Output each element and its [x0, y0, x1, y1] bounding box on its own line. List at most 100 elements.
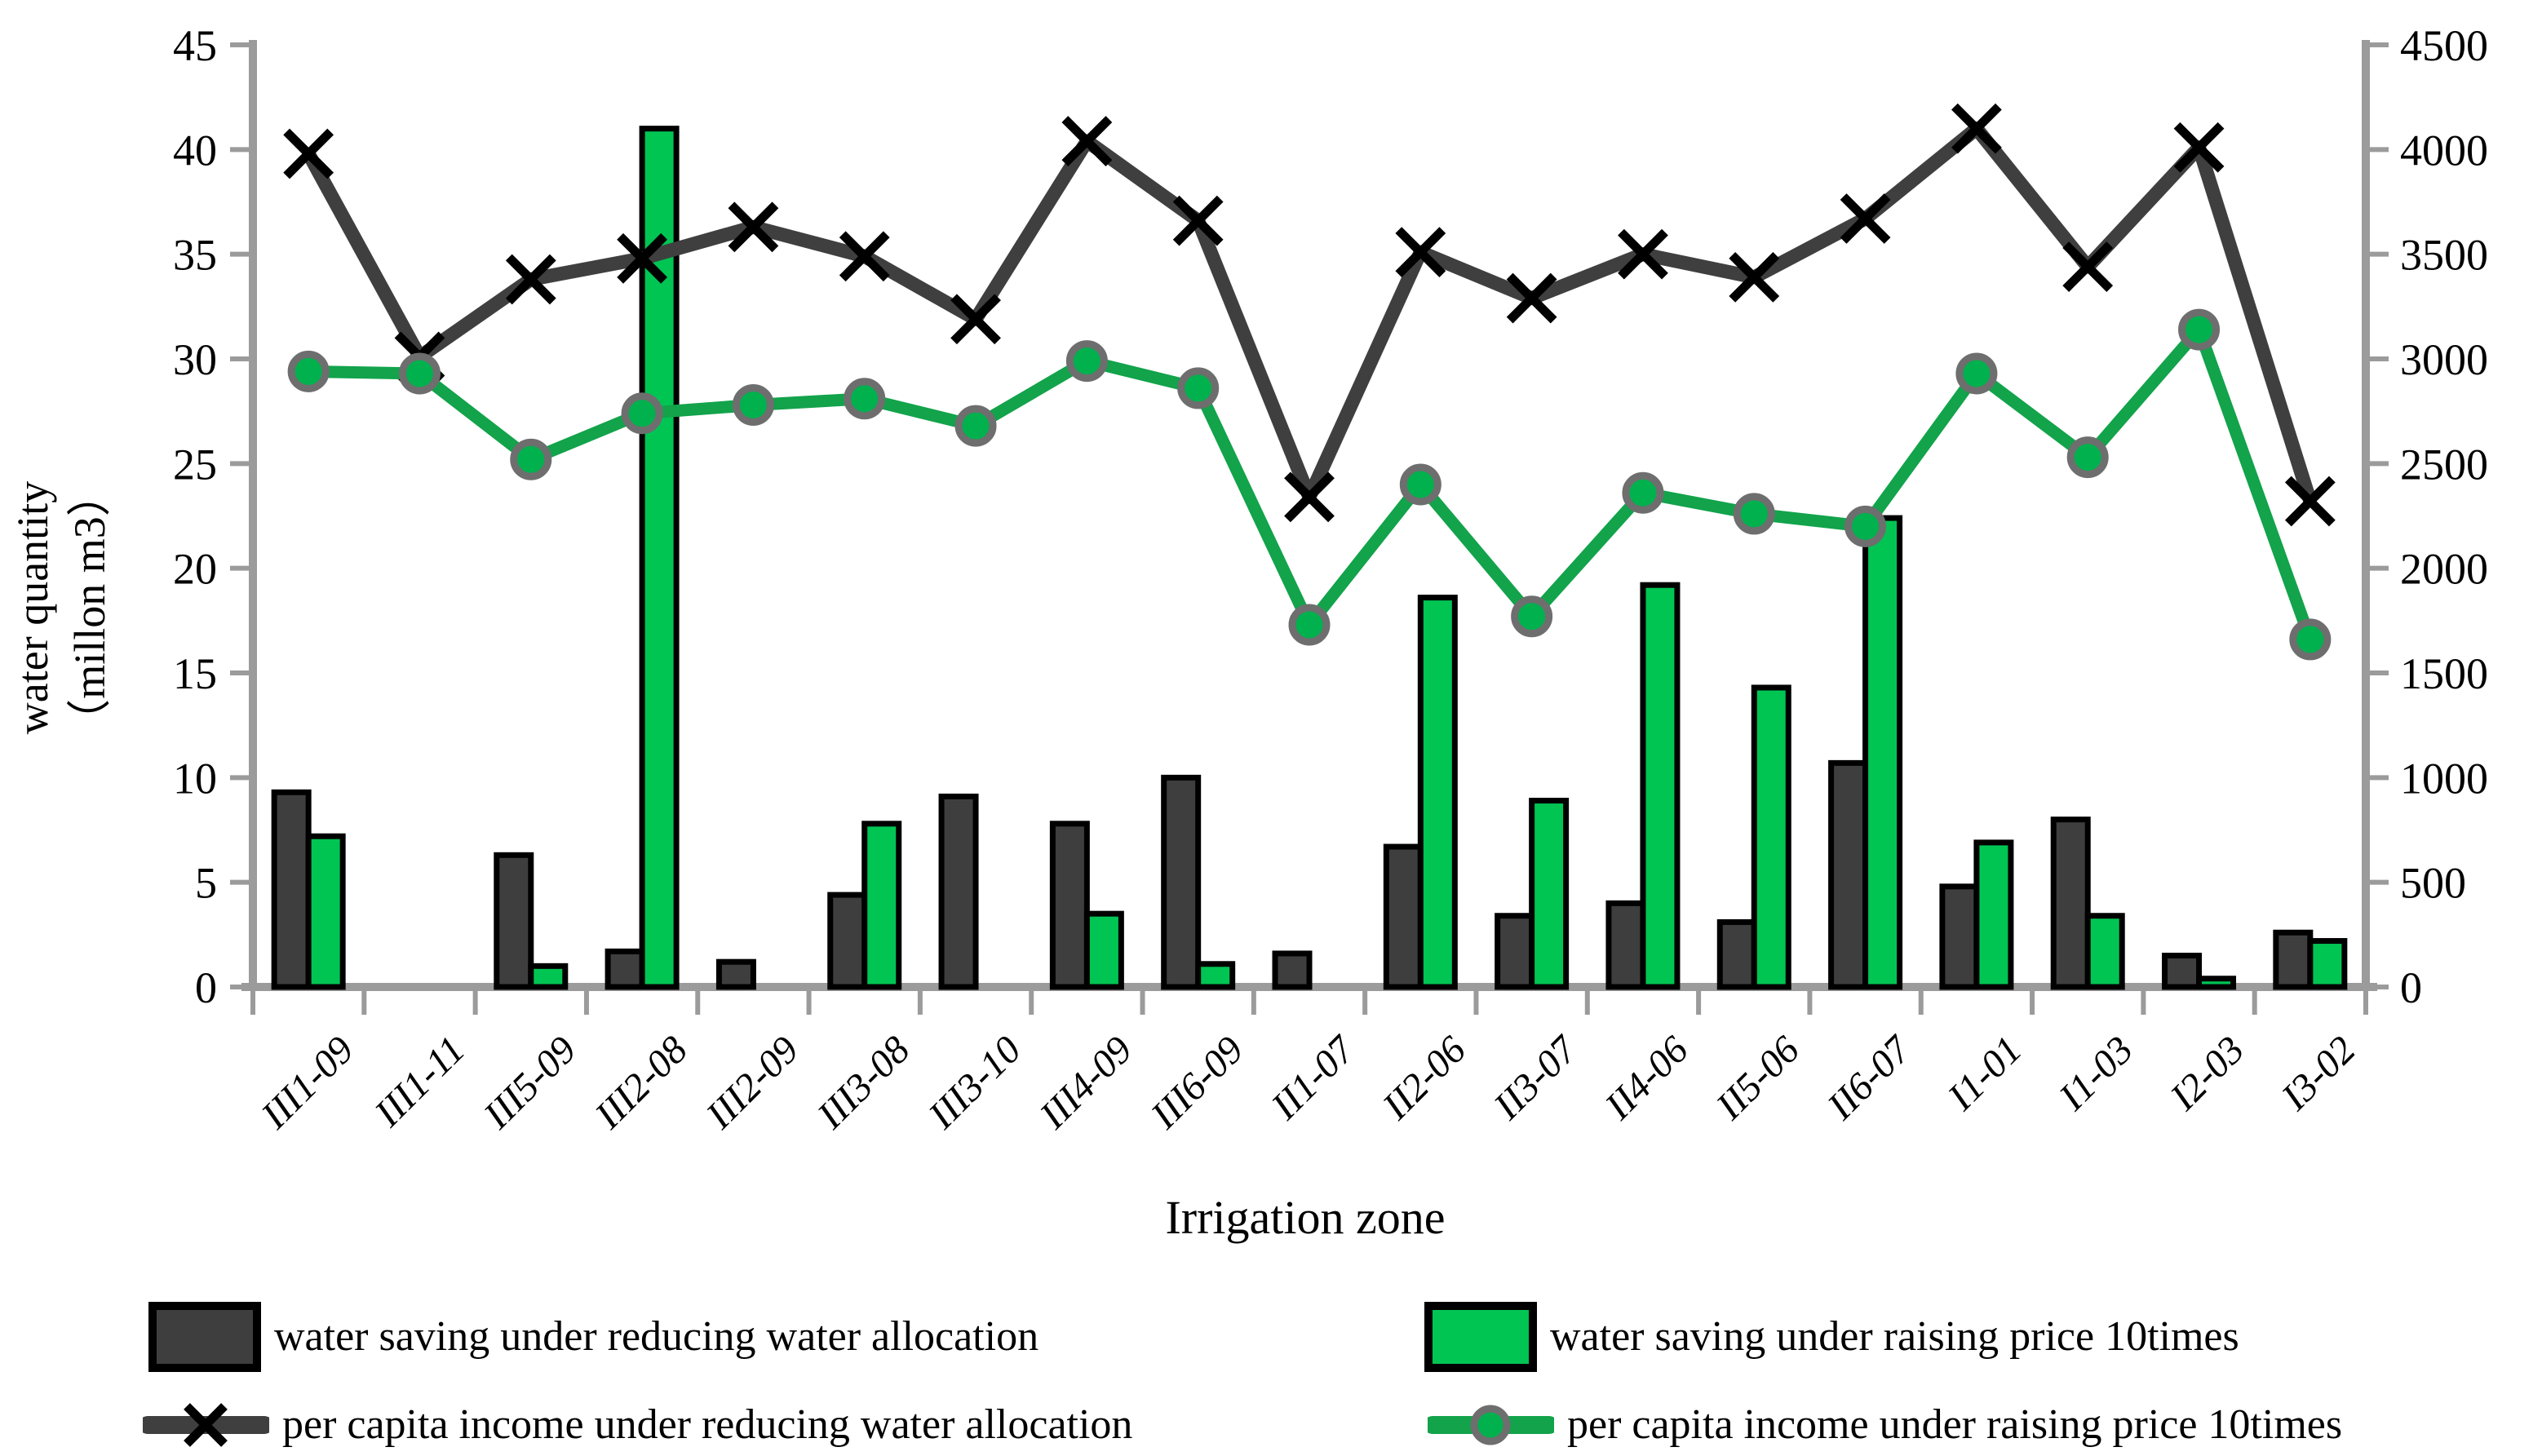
x-marker-III6-09: [1172, 195, 1224, 246]
bar-dark-III3-08: [827, 892, 868, 990]
plot-area: 0 5 10 15 20 25 30 35 40 45 0 500 1000 1500 2000 2500 30…: [173, 21, 2488, 1138]
legend-swatch-dark-bar: [148, 1302, 261, 1372]
x-category-label-III2-09: III2-09: [698, 1028, 807, 1137]
x-marker-III1-09: [283, 128, 334, 179]
x-category-label-II3-07: II3-07: [1485, 1027, 1586, 1128]
left-axis-tick-label: 30: [173, 335, 217, 384]
bar-dark-II6-07: [1828, 759, 1869, 990]
x-marker-III3-08: [839, 231, 890, 282]
x-marker-I1-03: [2062, 241, 2114, 292]
circle-marker-III1-09: [287, 350, 330, 392]
bar-green-III4-09: [1083, 910, 1124, 990]
circle-marker-II3-07: [1511, 595, 1553, 638]
y-axis-title-line1: water quantity: [8, 481, 57, 734]
bar-green-I2-03: [2196, 976, 2237, 990]
line-series-dark: [302, 122, 2317, 504]
right-axis-tick-label: 2500: [2400, 440, 2488, 489]
bar-green-I1-01: [1973, 839, 2014, 990]
x-category-label-I1-03: I1-03: [2050, 1028, 2141, 1119]
circle-marker-III4-09: [1065, 340, 1108, 383]
bar-dark-II3-07: [1495, 913, 1535, 990]
circle-marker-III6-09: [1177, 367, 1220, 409]
x-marker-II2-06: [1395, 227, 1446, 277]
x-marker-III2-09: [728, 201, 779, 253]
x-category-label-III5-09: III5-09: [475, 1028, 584, 1137]
right-axis-tick-label: 500: [2400, 859, 2466, 908]
left-axis-tick-label: 45: [173, 21, 217, 70]
x-marker-III5-09: [505, 254, 556, 305]
left-axis-tick-label: 20: [173, 545, 217, 594]
x-marker-II5-06: [1729, 252, 1780, 303]
circle-marker-I3-02: [2289, 618, 2332, 661]
circle-marker-I1-03: [2066, 436, 2109, 479]
bar-dark-III3-10: [938, 793, 979, 990]
circle-marker-III2-08: [621, 392, 663, 435]
legend-item-income-raising: per capita income under raising price 10…: [1428, 1396, 2342, 1454]
bar-dark-II4-06: [1605, 900, 1646, 990]
circle-marker-III5-09: [510, 438, 552, 480]
right-axis-tick-label: 1000: [2400, 754, 2488, 803]
x-marker-III3-10: [950, 294, 1001, 345]
bar-green-II3-07: [1529, 798, 1570, 990]
bar-dark-I1-01: [1939, 883, 1980, 990]
x-axis-title: Irrigation zone: [1165, 1191, 1445, 1244]
circle-marker-II4-06: [1622, 471, 1664, 514]
legend-item-water-saving-reducing: water saving under reducing water alloca…: [148, 1302, 1038, 1372]
legend-label: per capita income under raising price 10…: [1567, 1401, 2343, 1448]
bar-dark-III6-09: [1161, 774, 1202, 990]
right-axis-tick-label: 3000: [2400, 335, 2488, 384]
x-category-label-II5-06: II5-06: [1707, 1028, 1808, 1128]
bar-green-III6-09: [1195, 961, 1236, 990]
x-marker-I2-03: [2173, 122, 2225, 173]
bar-green-II6-07: [1862, 515, 1903, 990]
circle-marker-III1-11: [398, 352, 441, 395]
bar-green-II2-06: [1417, 595, 1458, 990]
bar-dark-II2-06: [1383, 843, 1424, 990]
left-axis-tick-label: 5: [195, 859, 217, 908]
bar-green-II5-06: [1751, 684, 1791, 990]
bar-green-I1-03: [2084, 913, 2125, 990]
bar-green-III1-09: [305, 833, 346, 990]
legend-item-water-saving-raising: water saving under raising price 10times: [1424, 1302, 2239, 1372]
bar-green-III2-08: [639, 126, 680, 990]
x-marker-I1-01: [1951, 103, 2002, 154]
x-marker-I3-02: [2284, 476, 2336, 527]
x-marker-II6-07: [1840, 193, 1891, 244]
circle-marker-III3-10: [954, 405, 997, 447]
legend-swatch-green-line-circle-marker-icon: [1428, 1405, 1554, 1445]
circle-marker-II6-07: [1844, 505, 1887, 547]
x-category-label-III2-08: III2-08: [587, 1028, 696, 1137]
x-marker-III2-08: [617, 232, 667, 284]
right-axis-tick-label: 1500: [2400, 649, 2488, 698]
bar-green-II4-06: [1640, 582, 1681, 990]
x-category-label-III4-09: III4-09: [1031, 1028, 1140, 1137]
x-category-label-III1-11: III1-11: [365, 1028, 473, 1135]
x-category-label-II1-07: II1-07: [1263, 1027, 1364, 1128]
x-category-label-II4-06: II4-06: [1596, 1028, 1697, 1128]
bar-dark-III4-09: [1049, 821, 1090, 990]
left-axis-tick-label: 10: [173, 754, 217, 803]
right-axis-tick-label: 0: [2400, 963, 2422, 1012]
x-category-label-I1-01: I1-01: [1939, 1028, 2030, 1119]
legend-swatch-green-bar: [1424, 1302, 1537, 1372]
left-axis-tick-label: 35: [173, 231, 217, 280]
circle-marker-III2-09: [732, 383, 774, 426]
x-category-label-I2-03: I2-03: [2162, 1028, 2253, 1119]
x-category-label-III3-10: III3-10: [920, 1028, 1030, 1137]
y-axis-title-line2: （millon m3）: [65, 472, 114, 743]
bar-dark-II5-06: [1716, 918, 1757, 990]
x-marker-II4-06: [1618, 228, 1668, 280]
x-marker-II3-07: [1506, 272, 1557, 324]
x-category-label-II6-07: II6-07: [1818, 1027, 1920, 1128]
right-axis-tick-label: 2000: [2400, 545, 2488, 594]
bar-dark-I1-03: [2050, 817, 2091, 990]
circle-marker-II1-07: [1288, 604, 1331, 646]
bar-dark-III2-08: [604, 948, 645, 990]
right-axis-tick-label: 3500: [2400, 231, 2488, 280]
x-marker-III4-09: [1061, 116, 1113, 166]
bar-green-III3-08: [861, 821, 902, 990]
bar-green-I3-02: [2307, 938, 2348, 990]
left-axis-tick-label: 15: [173, 649, 217, 698]
circle-marker-I2-03: [2178, 308, 2221, 351]
